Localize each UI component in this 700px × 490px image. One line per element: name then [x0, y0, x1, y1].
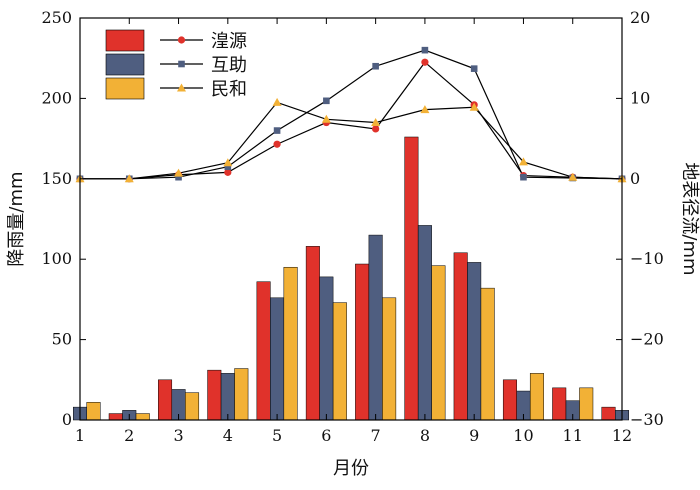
- y-left-tick-label-0: 0: [62, 410, 72, 429]
- line-point-1-month-7: [372, 125, 380, 133]
- x-tick-label-1: 1: [75, 426, 85, 445]
- bars-layer: [73, 136, 629, 421]
- line-series-2: [80, 49, 623, 180]
- y-right-tick-label--30: −30: [630, 410, 664, 429]
- legend-marker-1: [177, 36, 186, 44]
- line-point-1-month-8: [421, 58, 429, 66]
- bar-2-month-9: [467, 262, 482, 421]
- y-right-tick-label-0: 0: [630, 169, 640, 188]
- bar-3-month-11: [579, 387, 594, 421]
- line-point-2-month-8: [421, 46, 429, 54]
- line-point-2-month-7: [372, 62, 379, 70]
- line-point-2-month-5: [273, 127, 281, 134]
- x-tick-label-10: 10: [513, 426, 533, 445]
- lines-layer: [75, 46, 627, 183]
- bar-2-month-4: [220, 373, 235, 421]
- line-point-3-month-2: [124, 174, 134, 183]
- line-point-3-month-3: [174, 168, 184, 177]
- bar-3-month-6: [332, 302, 347, 421]
- line-point-2-month-6: [323, 97, 330, 105]
- legend-swatch-bar-1: [105, 29, 145, 52]
- legend-label-1: 湟源: [211, 31, 247, 52]
- line-point-2-month-9: [470, 65, 478, 72]
- bar-1-month-3: [158, 379, 173, 421]
- y-left-tick-label-100: 100: [41, 249, 72, 268]
- y-left-tick-label-200: 200: [41, 88, 72, 107]
- bar-3-month-8: [431, 265, 446, 421]
- bar-1-month-2: [108, 413, 123, 421]
- line-point-1-month-5: [273, 140, 281, 148]
- bar-2-month-5: [270, 297, 285, 421]
- line-point-3-month-11: [568, 172, 578, 181]
- x-axis-title: 月份: [333, 458, 369, 479]
- y-right-tick-label--20: −20: [630, 330, 664, 349]
- line-series-3: [80, 101, 623, 180]
- bar-1-month-9: [453, 252, 468, 421]
- bar-3-month-2: [135, 413, 150, 421]
- y-left-tick-label-50: 50: [52, 330, 72, 349]
- line-point-3-month-9: [469, 102, 479, 111]
- legend-label-2: 互助: [211, 55, 247, 76]
- bar-1-month-12: [601, 406, 616, 421]
- x-tick-label-11: 11: [563, 426, 583, 445]
- line-series-1: [80, 61, 623, 180]
- bar-2-month-6: [319, 276, 334, 421]
- line-point-3-month-6: [321, 114, 331, 123]
- x-tick-label-5: 5: [272, 426, 282, 445]
- bar-1-month-5: [256, 281, 271, 421]
- legend-marker-2: [178, 60, 185, 68]
- bar-1-month-4: [207, 369, 222, 421]
- y-right-tick-label-20: 20: [630, 8, 650, 27]
- line-point-3-month-7: [371, 118, 381, 127]
- x-tick-label-3: 3: [173, 426, 183, 445]
- bar-3-month-9: [480, 287, 495, 421]
- legend-label-3: 民和: [211, 79, 247, 100]
- bar-3-month-1: [86, 402, 101, 421]
- legend-swatch-bar-2: [105, 53, 145, 76]
- bar-1-month-10: [502, 379, 517, 421]
- x-tick-label-8: 8: [420, 426, 430, 445]
- line-point-3-month-4: [223, 158, 233, 167]
- x-tick-label-9: 9: [469, 426, 479, 445]
- legend-marker-3: [177, 83, 186, 92]
- bar-1-month-6: [305, 246, 320, 421]
- ticks-layer: [79, 17, 623, 421]
- y-left-tick-label-150: 150: [41, 169, 72, 188]
- bar-3-month-3: [185, 392, 200, 421]
- tick-labels-layer: 1 2 3 4 5 6 7 8 9 10 11 12050100150200250−30−20−100…: [41, 8, 663, 445]
- x-tick-label-7: 7: [371, 426, 381, 445]
- line-point-3-month-5: [272, 97, 282, 106]
- y-axis-left-title: 降雨量/mm: [6, 171, 27, 266]
- bar-3-month-5: [283, 266, 298, 421]
- y-right-tick-label-10: 10: [630, 88, 650, 107]
- legend-swatch-bar-3: [105, 77, 145, 100]
- bar-1-month-7: [355, 263, 370, 421]
- bar-3-month-4: [234, 368, 249, 421]
- x-tick-label-12: 12: [612, 426, 632, 445]
- y-left-tick-label-250: 250: [41, 8, 72, 27]
- x-tick-label-2: 2: [124, 426, 134, 445]
- line-point-3-month-8: [420, 105, 430, 114]
- bar-1-month-8: [404, 136, 419, 421]
- line-point-2-month-3: [175, 173, 182, 181]
- plot-frame: [79, 17, 623, 421]
- line-point-2-month-10: [520, 173, 527, 181]
- bar-3-month-10: [529, 373, 544, 421]
- bar-3-month-7: [382, 297, 397, 421]
- line-point-2-month-4: [224, 163, 232, 171]
- bar-2-month-8: [417, 225, 432, 421]
- x-tick-label-4: 4: [223, 426, 233, 445]
- x-tick-label-6: 6: [321, 426, 331, 445]
- line-point-3-month-10: [518, 157, 528, 166]
- bar-1-month-11: [552, 387, 567, 421]
- bar-2-month-7: [368, 234, 383, 421]
- y-right-tick-label--10: −10: [630, 249, 664, 268]
- y-axis-right-title: 地表径流/mm: [679, 162, 700, 275]
- line-point-1-month-4: [224, 168, 232, 176]
